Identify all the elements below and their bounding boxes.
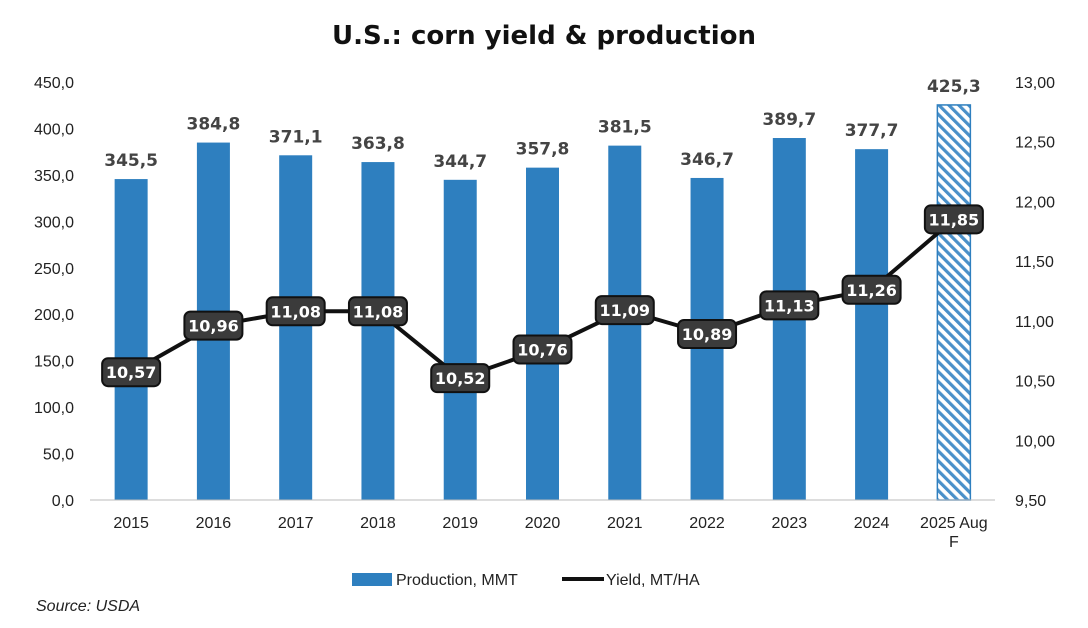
yield-point-box xyxy=(594,295,655,326)
yield-point-label: 10,52 xyxy=(435,369,486,388)
bar-value-label: 363,8 xyxy=(351,134,405,154)
bar xyxy=(526,167,559,500)
yield-point-label: 10,76 xyxy=(517,341,568,360)
bar-labels: 345,5 384,8 371,1 363,8 344,7 357,8 381,5 346,7… xyxy=(104,77,981,172)
yield-point-box xyxy=(347,296,408,327)
bar-forecast xyxy=(936,104,972,501)
bar-value-label: 345,5 xyxy=(104,151,158,171)
right-tick-label: 12,00 xyxy=(1015,194,1055,211)
bar xyxy=(114,179,148,500)
yield-point-label: 10,96 xyxy=(188,317,239,336)
x-tick-label: 2018 xyxy=(360,515,396,532)
right-tick-label: 12,50 xyxy=(1015,135,1055,152)
x-tick-label: 2025 Aug xyxy=(920,515,988,532)
left-tick-label: 250,0 xyxy=(34,261,74,278)
chart-title: U.S.: corn yield & production xyxy=(332,21,756,51)
right-tick-label: 9,50 xyxy=(1015,493,1046,510)
yield-point-box xyxy=(923,204,984,235)
yield-point-label: 11,08 xyxy=(353,302,404,321)
x-tick-label: 2021 xyxy=(607,515,643,532)
yield-point-label: 11,85 xyxy=(929,210,980,229)
x-tick-label: 2017 xyxy=(278,515,314,532)
right-tick-label: 11,00 xyxy=(1015,314,1054,331)
bar-value-label: 371,1 xyxy=(269,127,323,147)
x-axis: 2015 2016 2017 2018 2019 2020 2021 2022 2023 2024… xyxy=(113,515,987,551)
bar-value-label: 381,5 xyxy=(598,118,652,138)
left-tick-label: 100,0 xyxy=(34,400,74,417)
line-labels: 10,57 10,96 11,08 11,08 10,52 10,76 11,09 10,89… xyxy=(101,204,984,394)
yield-point-label: 11,26 xyxy=(846,281,897,300)
bar-value-label: 346,7 xyxy=(680,150,734,170)
legend: Production, MMT Yield, MT/HA xyxy=(352,572,700,589)
left-tick-label: 200,0 xyxy=(34,307,74,324)
x-tick-label: 2023 xyxy=(772,515,808,532)
yield-point-box xyxy=(841,274,902,305)
left-tick-label: 300,0 xyxy=(34,214,74,231)
bar xyxy=(855,149,889,500)
yield-point-box xyxy=(265,296,326,327)
right-tick-label: 11,50 xyxy=(1015,254,1054,271)
right-axis: 9,50 10,00 10,50 11,00 11,50 12,00 12,50 13,00 xyxy=(1015,75,1055,510)
yield-point-label: 11,09 xyxy=(599,301,650,320)
legend-swatch-production xyxy=(352,573,392,586)
right-tick-label: 13,00 xyxy=(1015,75,1055,92)
x-tick-label: 2015 xyxy=(113,515,149,532)
bar xyxy=(279,155,313,500)
bar-series xyxy=(114,104,972,501)
yield-point-label: 10,89 xyxy=(682,325,733,344)
legend-label-production: Production, MMT xyxy=(396,572,518,589)
yield-point-box xyxy=(677,318,738,349)
bar xyxy=(443,179,477,500)
bar-value-label: 389,7 xyxy=(762,110,816,130)
yield-point-box xyxy=(430,363,491,394)
yield-point-box xyxy=(759,290,820,321)
source-note: Source: USDA xyxy=(36,598,140,615)
x-tick-label: 2022 xyxy=(689,515,725,532)
bar-value-label: 357,8 xyxy=(516,140,570,160)
left-tick-label: 50,0 xyxy=(43,447,74,464)
bar-value-label: 377,7 xyxy=(845,121,899,141)
x-tick-label: 2020 xyxy=(525,515,561,532)
right-tick-label: 10,50 xyxy=(1015,374,1055,391)
x-tick-label: 2019 xyxy=(442,515,478,532)
left-tick-label: 150,0 xyxy=(34,354,74,371)
yield-point-label: 11,08 xyxy=(270,302,321,321)
x-tick-label: F xyxy=(949,534,959,551)
yield-point-box xyxy=(101,357,162,388)
x-tick-label: 2016 xyxy=(196,515,232,532)
right-tick-label: 10,00 xyxy=(1015,433,1055,450)
left-axis: 0,0 50,0 100,0 150,0 200,0 250,0 300,0 350,0 400… xyxy=(34,75,74,510)
bar-value-label: 425,3 xyxy=(927,77,981,97)
yield-point-label: 11,13 xyxy=(764,296,815,315)
left-tick-label: 400,0 xyxy=(34,121,74,138)
left-tick-label: 450,0 xyxy=(34,75,74,92)
bar xyxy=(361,162,395,500)
bar-value-label: 344,7 xyxy=(433,152,487,172)
yield-point-label: 10,57 xyxy=(106,363,157,382)
bar-value-label: 384,8 xyxy=(187,115,241,135)
x-tick-label: 2024 xyxy=(854,515,890,532)
left-tick-label: 0,0 xyxy=(52,493,74,510)
left-tick-label: 350,0 xyxy=(34,168,74,185)
yield-point-box xyxy=(183,310,244,341)
legend-label-yield: Yield, MT/HA xyxy=(606,572,700,589)
yield-point-box xyxy=(512,334,573,365)
